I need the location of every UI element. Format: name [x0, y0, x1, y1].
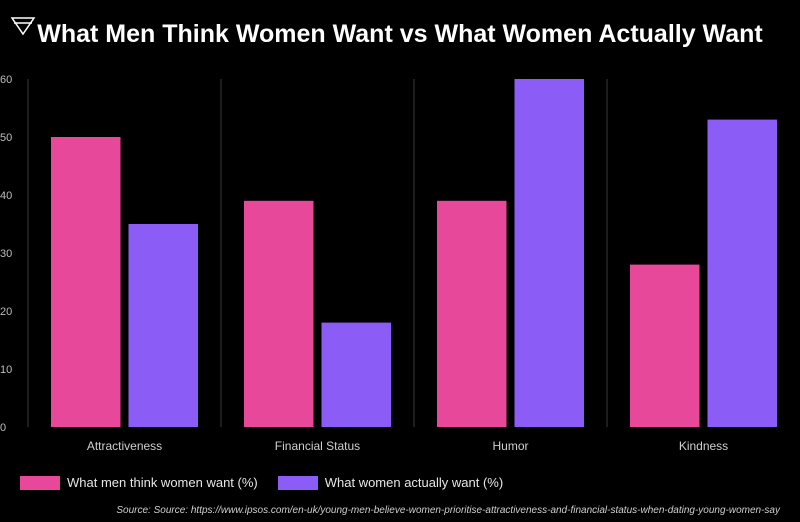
y-tick-label: 40 — [0, 190, 12, 202]
y-tick-label: 60 — [0, 74, 12, 86]
legend-swatch-men — [20, 475, 60, 490]
bar-attractiveness-series-0 — [51, 137, 121, 427]
bar-chart: 0 10 20 30 40 50 60 Attractiveness Financial St… — [0, 74, 777, 453]
y-axis-ticks: 0 10 20 30 40 50 60 — [0, 74, 12, 434]
bar-kindness-series-0 — [630, 264, 700, 427]
y-tick-label: 0 — [0, 422, 6, 434]
bar-financial-status-series-0 — [244, 200, 314, 427]
triangle-logo-icon — [10, 17, 36, 36]
y-tick-label: 50 — [0, 132, 12, 144]
legend-label-women: What women actually want (%) — [324, 475, 504, 490]
x-category-label: Attractiveness — [87, 439, 162, 453]
bar-financial-status-series-1 — [321, 322, 391, 427]
bar-humor-series-0 — [437, 200, 507, 427]
y-tick-label: 10 — [0, 364, 12, 376]
x-axis-labels: Attractiveness Financial Status Humor Kindn… — [87, 439, 728, 453]
bars — [51, 79, 777, 427]
chart-title: What Men Think Women Want vs What Women … — [37, 20, 763, 48]
y-tick-label: 20 — [0, 306, 12, 318]
y-tick-label: 30 — [0, 248, 12, 260]
x-category-label: Kindness — [679, 439, 728, 453]
legend-label-men: What men think women want (%) — [67, 475, 258, 490]
legend: What men think women want (%) What women… — [20, 475, 523, 490]
source-note: Source: Source: https://www.ipsos.com/en… — [116, 505, 780, 516]
bar-kindness-series-1 — [707, 119, 777, 427]
legend-swatch-women — [277, 475, 318, 490]
bar-attractiveness-series-1 — [128, 224, 198, 427]
category-dividers — [27, 79, 608, 427]
legend-item-women: What women actually want (%) — [277, 475, 504, 490]
bar-humor-series-1 — [514, 79, 584, 427]
legend-item-men: What men think women want (%) — [20, 475, 258, 490]
x-category-label: Financial Status — [275, 439, 360, 453]
x-category-label: Humor — [492, 439, 528, 453]
